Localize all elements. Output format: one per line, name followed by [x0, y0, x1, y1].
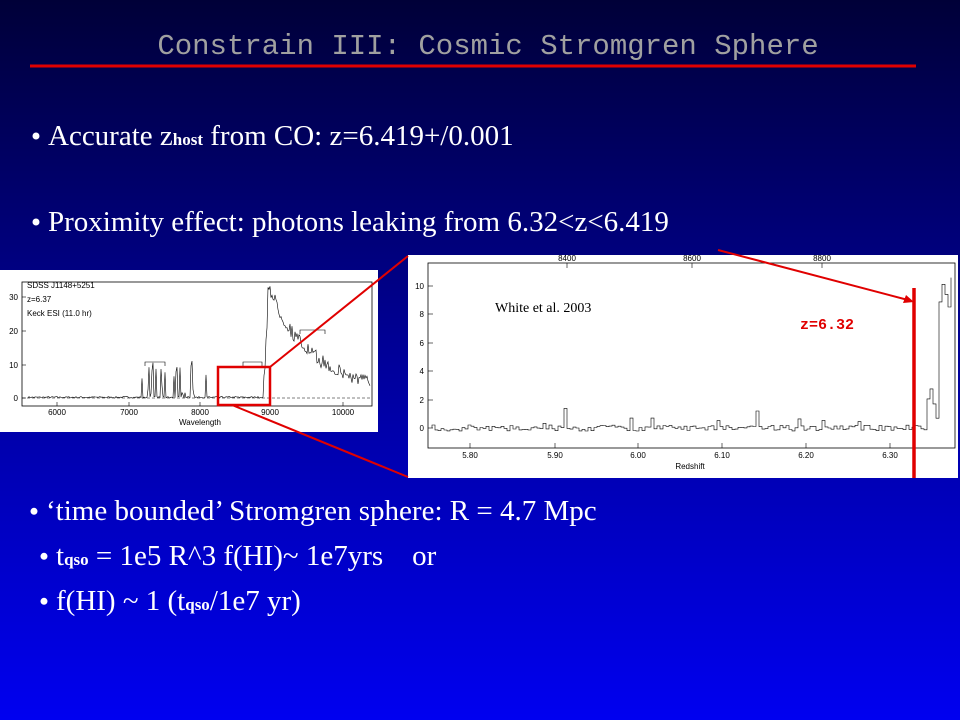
- bullet-dot: [40, 552, 48, 560]
- top-tick-label: 8600: [683, 254, 701, 263]
- y-tick-label: 2: [420, 396, 425, 405]
- subscript: qso: [64, 550, 89, 569]
- bullet: Proximity effect: photons leaking from 6…: [48, 206, 669, 238]
- y-tick-label: 8: [420, 310, 425, 319]
- marker-label: z=6.32: [800, 317, 854, 334]
- subscript: host: [173, 130, 204, 149]
- arrow-head: [903, 295, 914, 303]
- y-tick-label: 20: [9, 327, 18, 336]
- plot-label: Keck ESI (11.0 hr): [27, 309, 92, 318]
- x-tick-label: 8000: [191, 408, 209, 417]
- y-tick-label: 10: [9, 361, 18, 370]
- bullet-dot: [32, 218, 40, 226]
- bullet: tqso = 1e5 R^3 f(HI)~ 1e7yrs or: [56, 540, 437, 572]
- figures: SDSS J1148+5251 z=6.37 Keck ESI (11.0 hr) 0…: [0, 254, 958, 478]
- x-tick-label: 5.80: [462, 451, 478, 460]
- y-tick-label: 6: [420, 339, 425, 348]
- x-tick-label: 6000: [48, 408, 66, 417]
- title: Constrain III: Cosmic Stromgren Sphere: [157, 30, 818, 63]
- spectrum-line: [27, 286, 371, 399]
- bullet-text: f(HI) ~ 1 (t: [56, 585, 185, 617]
- bullet-text: = 1e5 R^3 f(HI)~ 1e7yrs or: [89, 540, 437, 572]
- spectrum-axes: [21, 281, 373, 407]
- bullet-text: t: [56, 540, 64, 572]
- x-tick-label: 6.20: [798, 451, 814, 460]
- x-axis-label: Redshift: [675, 462, 705, 471]
- window-bracket: [242, 361, 263, 366]
- overlay: [216, 249, 916, 478]
- zoom-box: [216, 365, 272, 407]
- zoom-panel: [408, 255, 958, 478]
- zoom-axes: [427, 262, 956, 449]
- zoom-line: [431, 277, 952, 432]
- x-tick-label: 6.10: [714, 451, 730, 460]
- zoom-connector: [231, 404, 409, 478]
- top-tick-label: 8400: [558, 254, 576, 263]
- bullet-dot: [30, 507, 38, 515]
- x-tick-label: 6.30: [882, 451, 898, 460]
- bullet-text: Proximity effect: photons leaking from 6…: [48, 206, 669, 238]
- bullet: Accurate zhost from CO: z=6.419+/0.001: [48, 120, 514, 152]
- bullet-text: ‘time bounded’ Stromgren sphere: R = 4.7…: [46, 495, 597, 527]
- y-tick-label: 0: [14, 394, 19, 403]
- window-bracket: [299, 329, 326, 334]
- bullet: f(HI) ~ 1 (tqso/1e7 yr): [56, 585, 301, 617]
- y-tick-label: 10: [415, 282, 424, 291]
- top-tick-label: 8800: [813, 254, 831, 263]
- subscript: qso: [185, 595, 210, 614]
- zoom-connector: [269, 255, 409, 368]
- bullet-dot: [32, 132, 40, 140]
- plot-label: SDSS J1148+5251: [27, 281, 95, 290]
- x-tick-label: 5.90: [547, 451, 563, 460]
- x-tick-label: 7000: [120, 408, 138, 417]
- x-tick-label: 9000: [261, 408, 279, 417]
- bullet-text: from CO: z=6.419+/0.001: [203, 120, 514, 152]
- citation: White et al. 2003: [495, 301, 591, 316]
- bullet-text: Accurate z: [48, 120, 173, 152]
- window-bracket: [144, 361, 166, 366]
- x-tick-label: 10000: [332, 408, 355, 417]
- x-tick-label: 6.00: [630, 451, 646, 460]
- bullet-text: /1e7 yr): [210, 585, 301, 617]
- bullet: ‘time bounded’ Stromgren sphere: R = 4.7…: [46, 495, 597, 527]
- bullet-dot: [40, 597, 48, 605]
- arrow: [717, 249, 909, 301]
- x-axis-label: Wavelength: [179, 418, 221, 427]
- y-tick-label: 30: [9, 293, 18, 302]
- y-tick-label: 0: [420, 424, 425, 433]
- plot-label: z=6.37: [27, 295, 52, 304]
- y-tick-label: 4: [420, 367, 425, 376]
